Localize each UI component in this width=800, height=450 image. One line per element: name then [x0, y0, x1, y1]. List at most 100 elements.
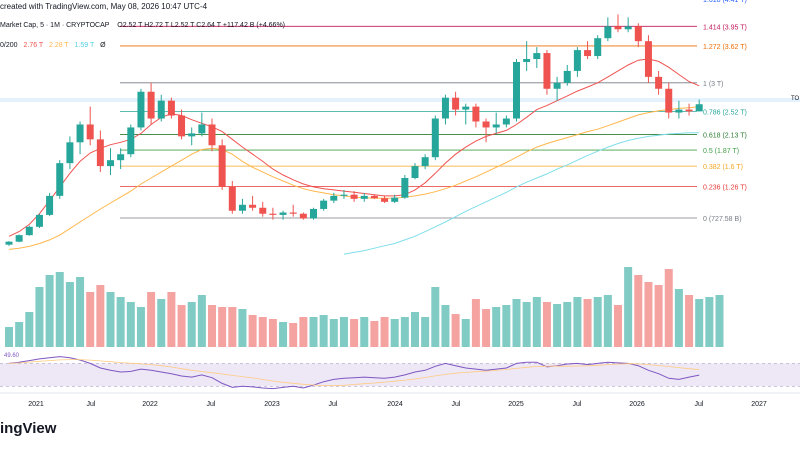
candle-body [634, 26, 642, 42]
fib-label: 1 (3 T) [703, 81, 724, 88]
candle-body [107, 160, 114, 167]
candle-body [310, 208, 317, 219]
volume-bar [157, 299, 166, 347]
volume-bar [400, 317, 409, 347]
fib-label: 0.786 (2.52 T) [703, 109, 747, 116]
volume-bar [329, 319, 338, 347]
candle-body [76, 124, 84, 143]
candle-body [452, 97, 460, 110]
x-tick-label: 2024 [387, 401, 403, 408]
candle-body [675, 109, 683, 113]
volume-bar [421, 317, 430, 347]
volume-bar [309, 317, 318, 347]
fib-label: 0.382 (1.6 T) [703, 164, 743, 171]
volume-bar [441, 305, 450, 347]
volume-bar [319, 315, 328, 347]
candle-body [269, 213, 277, 215]
volume-bar [634, 275, 643, 347]
volume-bar [5, 327, 13, 347]
moving-averages [8, 58, 700, 255]
volume-bar [25, 312, 34, 347]
candle-body [492, 124, 500, 128]
x-tick-label: 2025 [508, 401, 524, 408]
fib-levels: 2.272 (5.9 T)2 (5.28 T)1.618 (4.41 T)1.4… [0, 0, 800, 223]
candle-body [604, 26, 612, 39]
fib-label: 1.272 (3.62 T) [703, 44, 747, 51]
volume-bar [380, 317, 389, 347]
volume-bar [695, 299, 704, 347]
x-tick-label: Jul [87, 401, 96, 408]
fib-label: 0 (727.58 B) [703, 216, 742, 223]
volume-bar [96, 285, 105, 347]
candle-body [543, 53, 551, 89]
fib-label: 0.618 (2.13 T) [703, 133, 747, 140]
candle-body [523, 59, 531, 62]
candle-body [330, 195, 338, 201]
volume-bar [614, 305, 622, 347]
volume-bar [461, 319, 470, 347]
candle-body [15, 235, 23, 242]
volume-bar [532, 297, 541, 347]
volume-bar [451, 314, 460, 347]
ma3-value: 1.59 T [74, 42, 95, 49]
volume-bar [654, 285, 663, 347]
fib-label: 0.5 (1.87 T) [703, 148, 739, 155]
x-tick-label: 2021 [28, 401, 44, 408]
volume-bar [390, 319, 399, 347]
volume-bar [339, 317, 348, 347]
candle-body [137, 91, 145, 128]
candle-body [502, 118, 510, 125]
candle-body [533, 53, 541, 60]
volume-bar [35, 287, 44, 347]
volume-bar [502, 305, 511, 347]
candle-body [462, 106, 470, 110]
volume-bar [512, 299, 521, 347]
visibility-icon[interactable]: Ø [100, 42, 106, 49]
volume-bar [279, 322, 288, 347]
volume-bar [208, 305, 216, 347]
volume-bar [45, 275, 54, 347]
candle-body [655, 76, 663, 89]
candle-body [695, 104, 703, 112]
candle-body [228, 186, 236, 211]
candle-body [5, 241, 13, 245]
candle-body [584, 50, 592, 57]
volume-bar [542, 302, 551, 347]
candle-body [86, 124, 94, 140]
candle-body [421, 157, 429, 167]
volume-bar [187, 302, 196, 347]
rsi-pane [0, 356, 800, 390]
candle-body [431, 118, 439, 158]
volume-bar [705, 297, 714, 347]
x-tick-label: 2023 [264, 401, 280, 408]
volume-bar [299, 317, 308, 347]
rsi-band [0, 363, 800, 387]
volume-bar [563, 302, 572, 347]
candle-body [299, 213, 307, 219]
candle-body [66, 142, 74, 164]
volume-bar [644, 282, 653, 347]
candle-body [56, 163, 64, 196]
candle-body [259, 207, 267, 214]
candles [5, 14, 703, 246]
candle-body [350, 194, 358, 199]
volume-bar [76, 277, 85, 347]
volume-bar [674, 289, 683, 347]
volume-bar [482, 309, 491, 347]
rsi-line [8, 356, 700, 390]
volume-bars [5, 267, 724, 347]
volume-bar [431, 287, 440, 347]
x-tick-label: 2022 [142, 401, 158, 408]
ma-legend-label: 0/200 [0, 42, 18, 49]
candle-body [35, 214, 43, 227]
volume-bar [573, 297, 582, 347]
volume-bar [289, 323, 298, 347]
candle-body [178, 115, 186, 137]
volume-bar [471, 299, 480, 347]
candle-body [594, 38, 602, 57]
candle-body [320, 200, 328, 209]
volume-bar [86, 292, 95, 347]
fib-label: 1.618 (4.41 T) [703, 0, 747, 4]
ma2-value: 2.28 T [49, 42, 69, 49]
